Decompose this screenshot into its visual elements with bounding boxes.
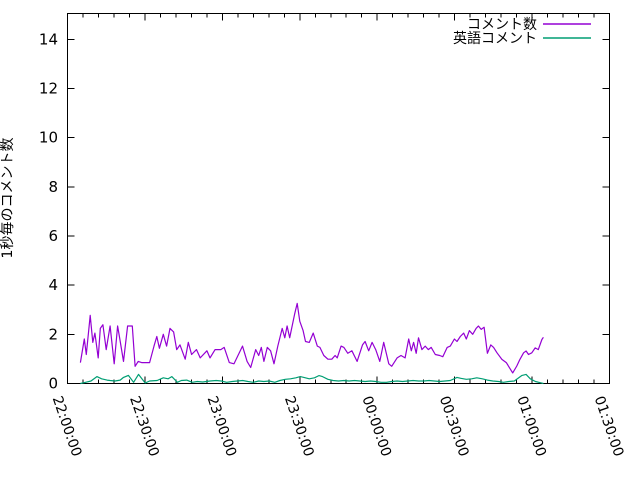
plot-border <box>67 13 610 384</box>
series-line-1 <box>80 373 544 385</box>
y-tick-label: 0 <box>48 375 58 393</box>
x-tick-label: 23:00:00 <box>204 394 240 459</box>
x-tick-label: 01:30:00 <box>591 394 627 459</box>
x-tick-label: 00:30:00 <box>436 394 472 459</box>
y-tick-label: 12 <box>39 79 58 97</box>
x-tick-label: 01:00:00 <box>513 394 549 459</box>
y-tick-label: 8 <box>48 178 58 196</box>
y-tick-label: 4 <box>48 276 58 294</box>
legend-label-0: コメント数 <box>467 17 537 33</box>
legend-label-1: 英語コメント <box>453 30 537 47</box>
y-tick-label: 10 <box>39 129 58 147</box>
series-line-0 <box>79 302 544 374</box>
x-tick-label: 23:30:00 <box>281 394 317 459</box>
x-tick-label: 22:30:00 <box>126 394 162 459</box>
y-axis-title: 1秒毎のコメント数 <box>0 138 16 259</box>
y-tick-label: 14 <box>39 30 58 48</box>
x-tick-label: 00:00:00 <box>358 394 394 459</box>
x-tick-label: 22:00:00 <box>49 394 85 459</box>
y-tick-label: 6 <box>48 227 58 245</box>
y-tick-label: 2 <box>48 325 58 343</box>
